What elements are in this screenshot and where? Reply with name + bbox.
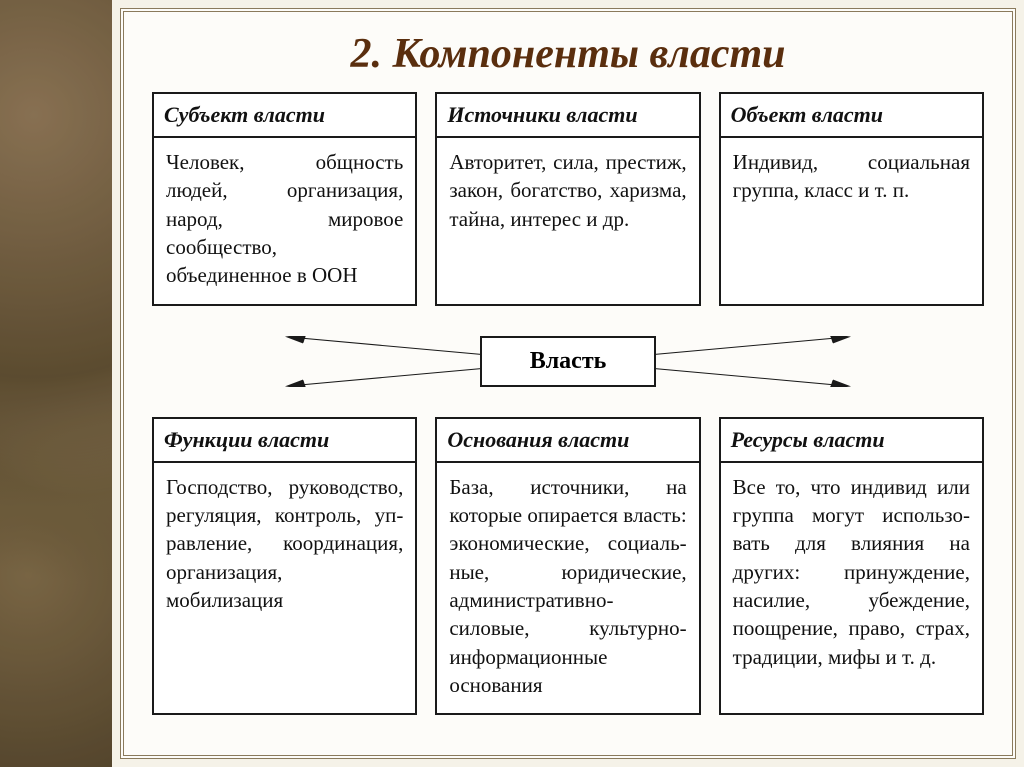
cell-body: Авторитет, сила, престиж, закон, бо­гатс… — [437, 138, 698, 247]
cell-body: Все то, что инди­вид или группа могут ис… — [721, 463, 982, 685]
slide-frame: 2. Компоненты власти Субъект власти Чело… — [120, 8, 1016, 759]
content-wrap: 2. Компоненты власти Субъект власти Чело… — [112, 0, 1024, 767]
cell-head: Источники власти — [437, 94, 698, 138]
cell-sources: Источники власти Авторитет, сила, прести… — [435, 92, 700, 306]
cell-head: Объект власти — [721, 94, 982, 138]
cell-body: Человек, общность людей, организа­ция, н… — [154, 138, 415, 304]
cell-body: Господство, руко­водство, регуля­ция, ко… — [154, 463, 415, 629]
cell-head: Функции власти — [154, 419, 415, 463]
cell-resources: Ресурсы власти Все то, что инди­вид или … — [719, 417, 984, 716]
cell-head: Субъект власти — [154, 94, 415, 138]
decorative-sidebar — [0, 0, 112, 767]
cell-body: Индивид, соци­альная группа, класс и т. … — [721, 138, 982, 219]
top-row: Субъект власти Человек, общность людей, … — [152, 92, 984, 306]
center-box: Власть — [480, 336, 657, 387]
cell-head: Основания власти — [437, 419, 698, 463]
cell-body: База, источники, на которые опира­ется в… — [437, 463, 698, 714]
bottom-row: Функции власти Господство, руко­водство,… — [152, 417, 984, 716]
cell-functions: Функции власти Господство, руко­водство,… — [152, 417, 417, 716]
slide-title: 2. Компоненты власти — [152, 30, 984, 78]
cell-basis: Основания власти База, источники, на кот… — [435, 417, 700, 716]
cell-head: Ресурсы власти — [721, 419, 982, 463]
cell-object: Объект власти Индивид, соци­альная групп… — [719, 92, 984, 306]
center-row: Власть — [152, 336, 984, 387]
diagram-area: Субъект власти Человек, общность людей, … — [152, 92, 984, 723]
cell-subject: Субъект власти Человек, общность людей, … — [152, 92, 417, 306]
